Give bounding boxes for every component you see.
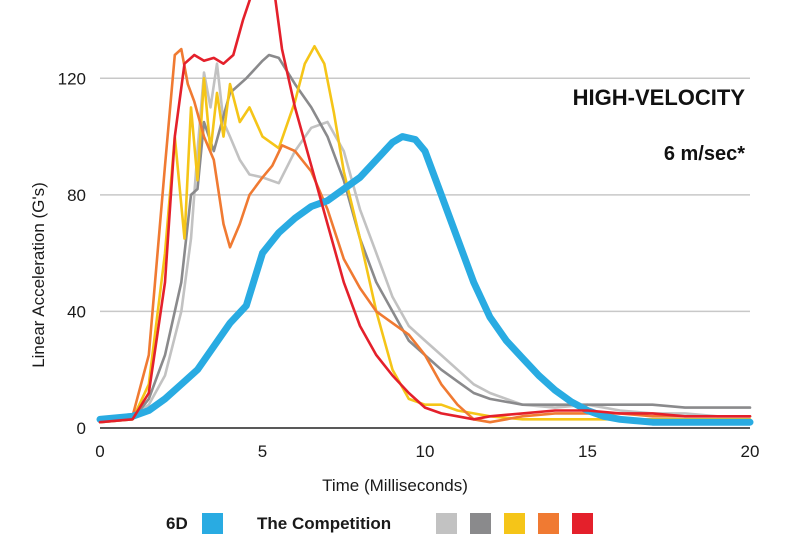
x-axis-title: Time (Milliseconds) [322,476,468,495]
legend-swatch-6d [202,513,223,534]
series-line-competition-5 [98,0,752,424]
y-tick-labels: 0 40 80 120 [58,69,86,438]
x-tick-labels: 0 5 10 15 20 [95,442,759,461]
legend-label-6d: 6D [166,514,188,533]
x-tick-label: 5 [258,442,267,461]
x-tick-label: 10 [416,442,435,461]
y-tick-label: 80 [67,186,86,205]
x-tick-label: 20 [741,442,760,461]
legend-swatch-competition [436,513,457,534]
series-line-competition-3 [98,44,752,424]
annotation-subtitle: 6 m/sec* [664,143,745,165]
grid-lines [100,77,750,313]
y-axis-title: Linear Acceleration (G's) [29,182,48,368]
x-tick-label: 0 [95,442,104,461]
y-tick-label: 120 [58,69,86,88]
y-tick-label: 40 [67,302,86,321]
y-tick-label: 0 [77,419,86,438]
legend-swatch-competition [538,513,559,534]
legend-swatch-competition [504,513,525,534]
legend-swatch-competition [572,513,593,534]
series-lines [96,0,754,426]
legend-label-competition: The Competition [257,514,391,533]
legend-swatch-competition [470,513,491,534]
series-line-competition-1 [98,62,752,424]
series-line-competition-4 [98,47,752,424]
legend: 6D The Competition [166,513,593,534]
x-tick-label: 15 [578,442,597,461]
series-line-competition-2 [98,53,752,424]
annotation-title: HIGH-VELOCITY [573,85,746,110]
